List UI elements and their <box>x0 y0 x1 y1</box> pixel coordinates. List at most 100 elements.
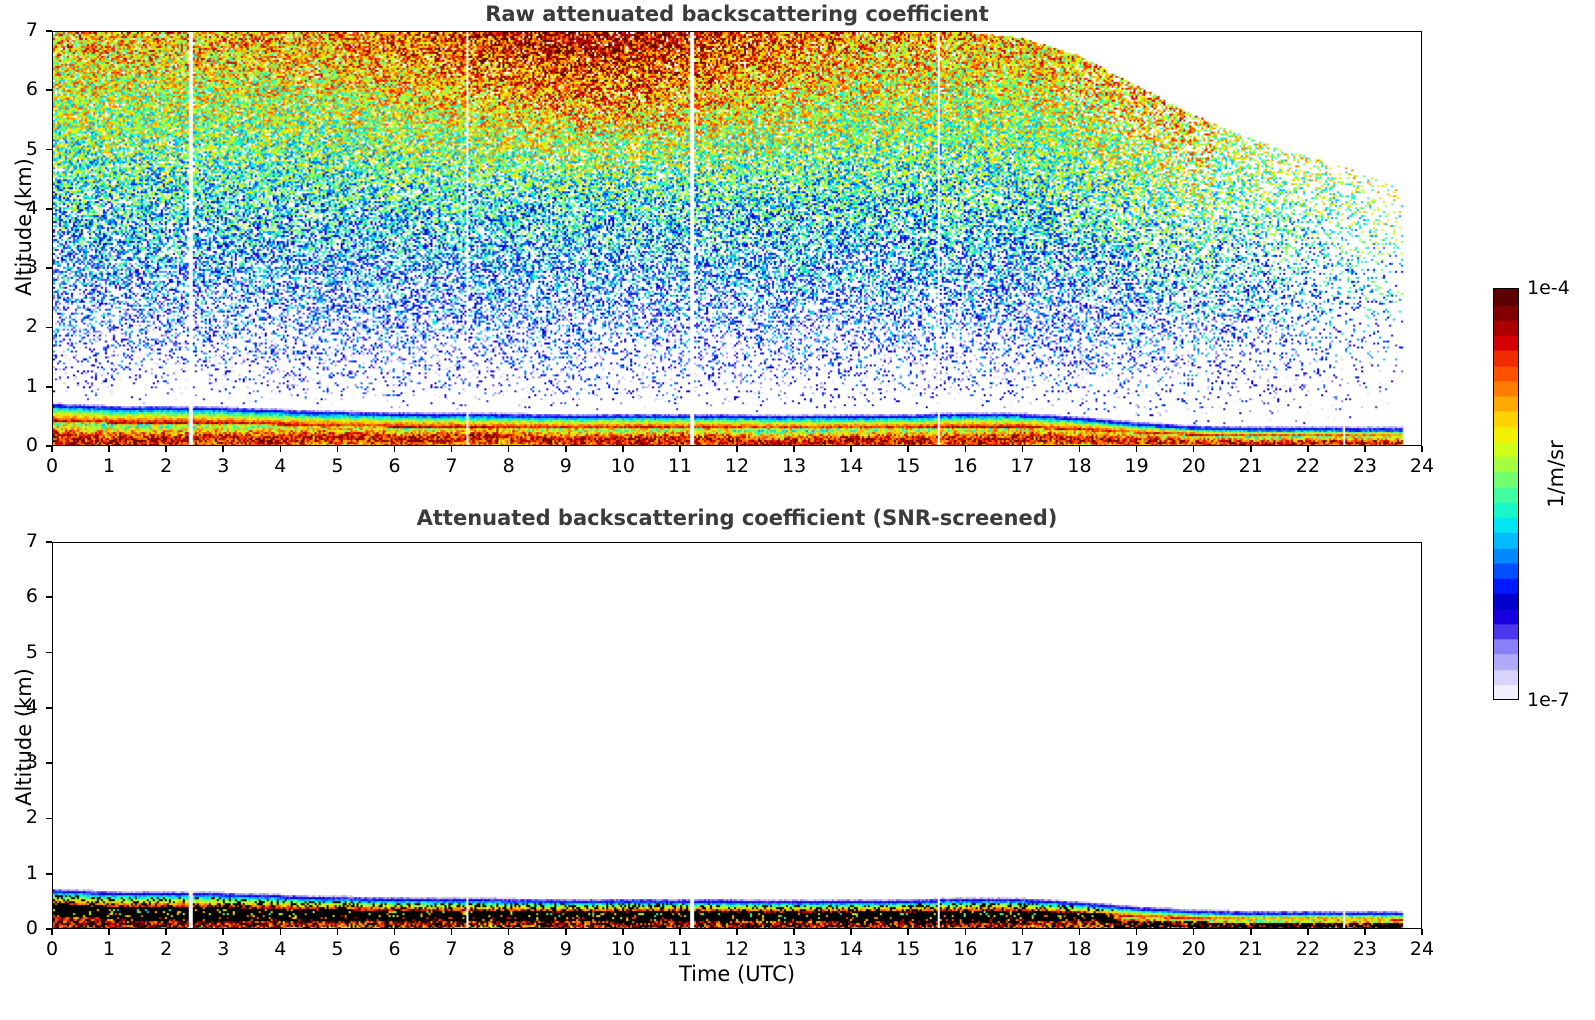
ytick-mark <box>46 928 52 930</box>
bottom-panel-ylabel: Altitude (km) <box>12 668 36 806</box>
xtick-label: 20 <box>1181 938 1206 960</box>
xtick-mark <box>222 929 225 935</box>
xtick-mark <box>1249 446 1252 452</box>
xtick-label: 2 <box>160 938 173 960</box>
bottom-panel-title: Attenuated backscattering coefficient (S… <box>416 506 1058 530</box>
xtick-mark <box>1364 929 1366 935</box>
xtick-label: 19 <box>1124 938 1149 960</box>
ytick-label: 5 <box>25 137 38 160</box>
xtick-label: 1 <box>103 938 116 960</box>
xtick-label: 11 <box>667 938 692 960</box>
xtick-mark <box>907 446 910 452</box>
ytick-label: 0 <box>25 917 38 939</box>
xtick-label: 18 <box>1067 455 1092 477</box>
ytick-mark <box>46 148 52 151</box>
xtick-label: 6 <box>388 455 401 477</box>
xtick-label: 17 <box>1010 455 1035 477</box>
ytick-label: 1 <box>25 861 38 884</box>
xtick-mark <box>622 929 624 935</box>
ytick-mark <box>46 89 52 92</box>
xtick-mark <box>679 929 681 935</box>
ytick-label: 4 <box>25 695 38 718</box>
xtick-mark <box>450 929 453 935</box>
colorbar-min-label: 1e-7 <box>1527 689 1570 711</box>
xtick-label: 24 <box>1409 455 1435 477</box>
xtick-mark <box>51 929 53 935</box>
xtick-label: 9 <box>559 938 572 960</box>
ytick-mark <box>46 326 52 329</box>
xtick-mark <box>393 929 396 935</box>
ytick-mark <box>46 30 52 32</box>
xtick-label: 12 <box>724 938 750 960</box>
xtick-mark <box>850 446 852 452</box>
xtick-label: 6 <box>388 938 401 960</box>
xtick-mark <box>507 929 510 935</box>
xtick-mark <box>907 929 910 935</box>
xtick-label: 15 <box>896 938 921 960</box>
ytick-label: 2 <box>25 806 38 829</box>
xtick-label: 19 <box>1124 455 1149 477</box>
xtick-mark <box>793 929 795 935</box>
ytick-label: 5 <box>25 640 38 663</box>
xtick-mark <box>336 929 339 935</box>
xtick-label: 2 <box>160 455 173 477</box>
xtick-mark <box>1078 929 1081 935</box>
xtick-mark <box>1135 446 1138 452</box>
xtick-mark <box>736 929 738 935</box>
xtick-label: 22 <box>1295 938 1320 960</box>
ytick-label: 3 <box>25 256 38 279</box>
top-panel-ylabel: Altitude (km) <box>12 158 36 296</box>
xtick-mark <box>51 446 53 452</box>
colorbar <box>1493 288 1519 700</box>
ytick-label: 3 <box>25 751 38 774</box>
xtick-label: 8 <box>502 938 515 960</box>
xtick-mark <box>336 446 339 452</box>
xtick-mark <box>1364 446 1366 452</box>
xtick-label: 24 <box>1409 938 1435 960</box>
top-panel-axes <box>52 31 1422 446</box>
ytick-label: 7 <box>25 19 38 41</box>
xtick-mark <box>1021 446 1024 452</box>
xtick-label: 4 <box>274 938 287 960</box>
xtick-mark <box>1249 929 1252 935</box>
bottom-panel-xlabel: Time (UTC) <box>678 962 796 986</box>
xtick-mark <box>564 446 567 452</box>
xtick-mark <box>1307 929 1309 935</box>
xtick-mark <box>393 446 396 452</box>
xtick-label: 16 <box>953 455 978 477</box>
xtick-mark <box>108 446 110 452</box>
xtick-label: 23 <box>1352 938 1377 960</box>
ytick-label: 4 <box>25 196 38 219</box>
ytick-label: 6 <box>25 585 38 608</box>
bottom-panel-axes <box>52 542 1422 929</box>
xtick-mark <box>1421 929 1423 935</box>
colorbar-gradient <box>1494 289 1518 699</box>
xtick-label: 22 <box>1295 455 1320 477</box>
xtick-mark <box>165 929 167 935</box>
xtick-label: 21 <box>1238 455 1263 477</box>
xtick-label: 7 <box>445 455 458 477</box>
xtick-label: 12 <box>724 455 750 477</box>
screened-backscatter-heatmap <box>53 543 1421 928</box>
xtick-label: 9 <box>559 455 572 477</box>
xtick-mark <box>1078 446 1081 452</box>
xtick-label: 18 <box>1067 938 1092 960</box>
xtick-label: 11 <box>667 455 692 477</box>
xtick-mark <box>622 446 624 452</box>
xtick-mark <box>564 929 567 935</box>
ytick-label: 7 <box>25 530 38 552</box>
xtick-label: 13 <box>781 455 807 477</box>
xtick-mark <box>507 446 510 452</box>
xtick-label: 23 <box>1352 455 1377 477</box>
xtick-mark <box>1192 929 1195 935</box>
xtick-mark <box>108 929 110 935</box>
xtick-label: 14 <box>839 938 864 960</box>
xtick-mark <box>1307 446 1309 452</box>
xtick-label: 10 <box>610 455 635 477</box>
raw-backscatter-heatmap <box>53 32 1421 445</box>
xtick-mark <box>450 446 453 452</box>
xtick-label: 0 <box>45 455 59 477</box>
xtick-label: 17 <box>1010 938 1035 960</box>
xtick-label: 3 <box>217 455 230 477</box>
